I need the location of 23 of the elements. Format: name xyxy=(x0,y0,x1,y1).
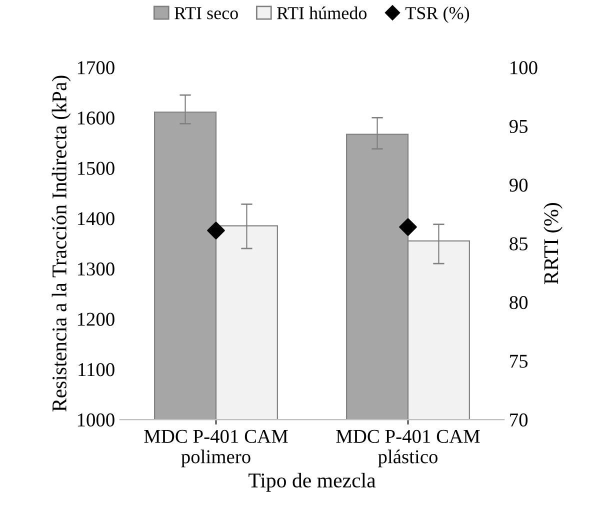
y-tick-label: 1000 xyxy=(78,413,114,427)
y2-axis-title: RRTI (%) xyxy=(544,203,562,284)
y2-tick-label: 90 xyxy=(509,178,528,192)
x-axis-title: Tipo de mezcla xyxy=(248,472,376,492)
y2-tick-label: 75 xyxy=(510,354,528,368)
legend-label: RTI húmedo xyxy=(277,6,367,20)
y-tick-label: 1600 xyxy=(78,111,114,125)
y-tick-label: 1500 xyxy=(78,162,114,175)
x-tick-label: MDC P-401 CAM polimero xyxy=(144,430,288,468)
y2-tick-label: 95 xyxy=(509,120,528,133)
y-tick-label: 1100 xyxy=(78,363,114,376)
y-tick-label: 1400 xyxy=(78,212,114,226)
y2-tick-label: 70 xyxy=(510,413,528,427)
y-tick-label: 1300 xyxy=(78,262,114,276)
legend-label: RTI seco xyxy=(174,7,238,20)
y2-tick-label: 80 xyxy=(510,296,528,310)
y-tick-label: 1700 xyxy=(78,61,114,74)
y2-tick-label: 85 xyxy=(510,237,528,250)
y-tick-label: 1200 xyxy=(78,312,114,326)
x-tick-label: MDC P-401 CAM plástico xyxy=(336,430,480,468)
y2-tick-label: 100 xyxy=(510,61,538,74)
y-axis-title: Resistencia a la Tracción Indirecta (kPa) xyxy=(52,76,71,412)
legend-label: TSR (%) xyxy=(405,6,470,23)
